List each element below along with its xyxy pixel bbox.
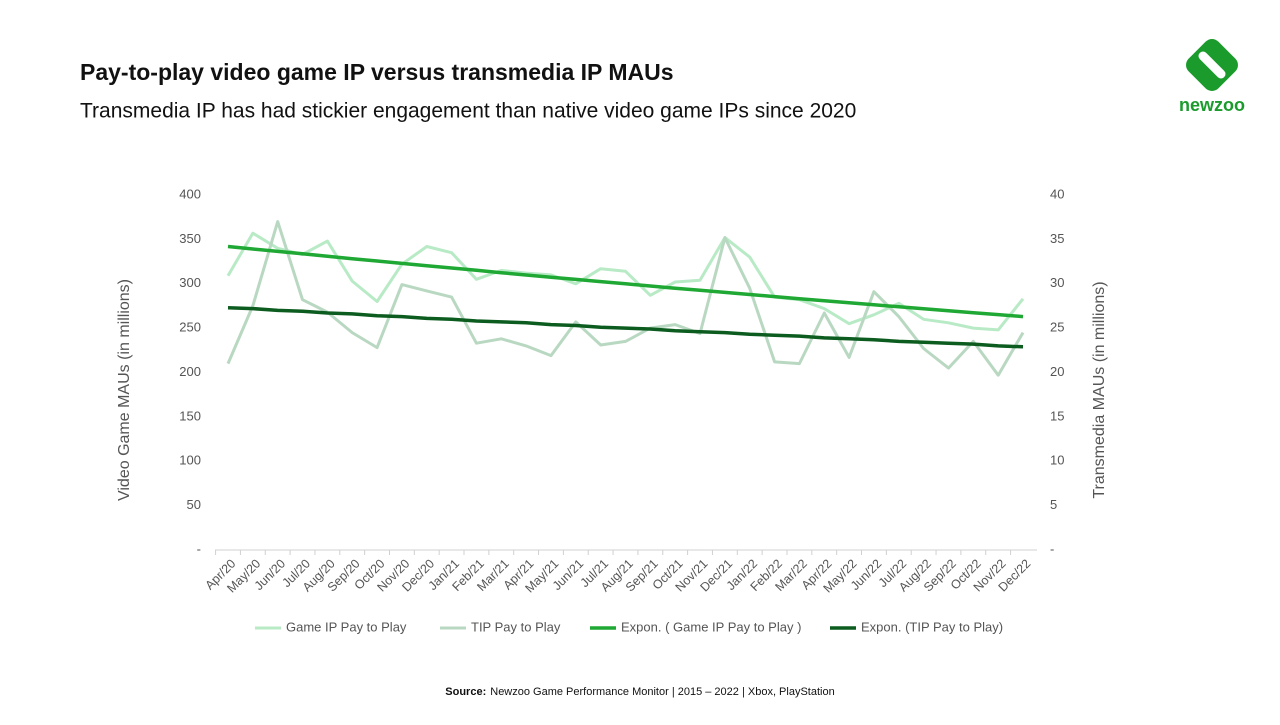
source-label: Source:: [445, 686, 486, 698]
logo-text: newzoo: [1179, 95, 1245, 115]
logo: newzoo: [1179, 39, 1245, 115]
chart-subtitle: Transmedia IP has had stickier engagemen…: [80, 100, 856, 123]
y-tick-label: 300: [179, 275, 201, 290]
y2-tick-label: 40: [1050, 186, 1064, 201]
legend-label: Expon. ( Game IP Pay to Play ): [621, 619, 801, 634]
legend-label: Expon. (TIP Pay to Play): [861, 619, 1003, 634]
y-axis-title: Video Game MAUs (in millions): [116, 279, 133, 501]
y2-tick-label: 5: [1050, 497, 1057, 512]
y2-tick-label: 10: [1050, 453, 1064, 468]
y-tick-label: 100: [179, 453, 201, 468]
legend-label: TIP Pay to Play: [471, 619, 561, 634]
y-tick-label: -: [197, 541, 201, 556]
y-tick-label: 50: [187, 497, 201, 512]
source: Source: Newzoo Game Performance Monitor |…: [445, 686, 834, 698]
y-tick-label: 400: [179, 186, 201, 201]
y2-tick-label: 20: [1050, 364, 1064, 379]
trend-line: [227, 305, 1024, 349]
y2-tick-label: -: [1050, 541, 1054, 556]
y-tick-label: 200: [179, 364, 201, 379]
chart-title: Pay-to-play video game IP versus transme…: [80, 59, 674, 85]
source-text: Newzoo Game Performance Monitor | 2015 –…: [490, 686, 834, 698]
y2-tick-label: 15: [1050, 408, 1064, 423]
logo-slash: [1198, 51, 1226, 79]
y2-tick-label: 30: [1050, 275, 1064, 290]
trend-line: [227, 244, 1024, 319]
y2-tick-label: 25: [1050, 320, 1064, 335]
y2-axis-title: Transmedia MAUs (in millions): [1091, 281, 1108, 498]
series-line: [226, 220, 1025, 377]
y2-tick-label: 35: [1050, 231, 1064, 246]
y-tick-label: 350: [179, 231, 201, 246]
y-tick-label: 150: [179, 408, 201, 423]
legend-label: Game IP Pay to Play: [286, 619, 407, 634]
y-tick-label: 250: [179, 320, 201, 335]
